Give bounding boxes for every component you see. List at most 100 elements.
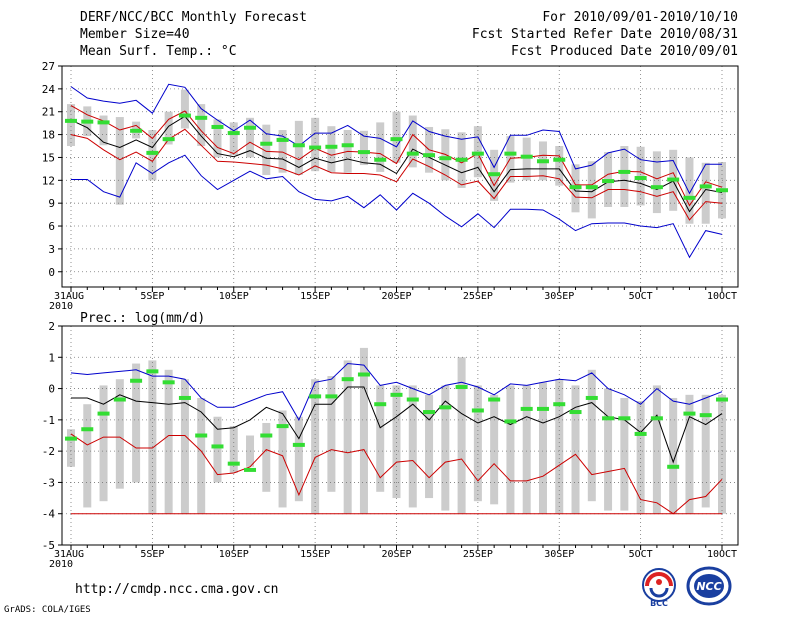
plot-frame: [61, 325, 739, 546]
observation-mark: [716, 188, 728, 193]
observation-mark: [618, 416, 631, 421]
x-tick-label: 31AUG: [54, 549, 84, 560]
range-box: [473, 385, 482, 502]
range-box: [197, 397, 206, 514]
observation-mark: [455, 385, 468, 390]
range-box: [669, 397, 678, 514]
observation-mark: [618, 169, 631, 174]
x-tick-label: 30SEP: [544, 549, 574, 560]
observation-mark: [504, 419, 517, 424]
range-box: [652, 151, 661, 214]
observation-mark: [699, 184, 712, 189]
panel-title: Prec.: log(mm/d): [80, 311, 205, 326]
series-line-ensemble-max: [70, 83, 722, 195]
observation-mark: [602, 416, 615, 421]
observation-mark: [146, 369, 159, 374]
range-box: [620, 146, 629, 207]
observation-mark: [716, 397, 728, 402]
range-box: [587, 369, 596, 502]
grads-credit: GrADS: COLA/IGES: [4, 605, 91, 615]
x-tick-label: 25SEP: [463, 291, 493, 302]
range-box: [180, 379, 189, 514]
range-box: [278, 130, 287, 173]
x-tick-label: 5OCT: [629, 291, 653, 302]
observation-mark: [244, 125, 257, 130]
range-box: [522, 385, 531, 514]
observation-mark: [488, 172, 501, 177]
observation-mark: [536, 406, 549, 411]
observation-mark: [390, 137, 403, 142]
observation-mark: [341, 377, 354, 382]
observation-mark: [439, 405, 452, 410]
observation-mark: [276, 424, 289, 429]
observation-mark: [406, 397, 419, 402]
observation-mark: [585, 185, 598, 190]
range-box: [343, 360, 352, 514]
header-left: DERF/NCC/BCC Monthly Forecast Member Size…: [80, 9, 307, 60]
y-tick-label: -4: [42, 508, 56, 521]
observation-mark: [260, 433, 273, 438]
observation-mark: [488, 397, 501, 402]
range-box: [180, 89, 189, 129]
observation-mark: [569, 185, 582, 190]
footer-url[interactable]: http://cmdp.ncc.cma.gov.cn: [75, 582, 279, 597]
range-box: [99, 115, 108, 146]
observation-mark: [211, 444, 224, 449]
observation-mark: [325, 144, 338, 149]
range-box: [392, 385, 401, 499]
observation-mark: [504, 151, 517, 156]
range-box: [587, 161, 596, 219]
y-tick-label: 6: [48, 220, 55, 233]
y-tick-label: 21: [42, 106, 55, 119]
observation-mark: [374, 402, 387, 407]
x-tick-label: 31AUG: [54, 291, 84, 302]
range-box: [164, 111, 173, 145]
observation-mark: [309, 394, 322, 399]
range-box: [262, 124, 271, 175]
observation-mark: [667, 464, 680, 469]
x-tick-label: 5SEP: [140, 549, 164, 560]
ncc-logo-icon: NCC: [686, 566, 732, 606]
range-box: [327, 126, 336, 172]
observation-mark: [699, 413, 712, 418]
range-box: [213, 119, 222, 158]
observation-mark: [455, 157, 468, 162]
observation-mark: [325, 394, 338, 399]
header-variable: Mean Surf. Temp.: °C: [80, 44, 237, 59]
series-line-ensemble-max: [70, 362, 723, 422]
observation-mark: [471, 151, 484, 156]
range-box: [148, 130, 157, 181]
y-tick-label: 24: [42, 83, 56, 96]
observation-mark: [211, 124, 224, 129]
range-box: [604, 388, 613, 511]
header-period: For 2010/09/01-2010/10/10: [542, 10, 738, 25]
range-box: [229, 426, 238, 474]
observation-mark: [406, 151, 419, 156]
observation-mark: [162, 380, 175, 385]
observation-mark: [602, 179, 615, 184]
observation-mark: [292, 442, 305, 447]
x-tick-label: 5SEP: [140, 291, 164, 302]
observation-mark: [178, 113, 191, 118]
observation-mark: [683, 195, 696, 200]
observation-mark: [227, 131, 240, 136]
range-box: [246, 117, 255, 158]
header-right: For 2010/09/01-2010/10/10 Fcst Started Re…: [472, 9, 738, 60]
bcc-logo-icon: BCC: [642, 568, 676, 608]
range-box: [620, 397, 629, 511]
observation-mark: [81, 119, 94, 124]
observation-mark: [520, 406, 533, 411]
observation-mark: [292, 143, 305, 148]
range-box: [67, 104, 75, 147]
observation-mark: [439, 156, 452, 161]
chart-panel-1: 0 3 6 9 12 15 18 21 24 27 31AUG 5SEP 10SEP 15SEP 20SEP…: [42, 60, 739, 312]
range-box: [571, 385, 580, 514]
range-box: [67, 429, 75, 467]
y-tick-label: -1: [42, 414, 55, 427]
range-box: [376, 385, 385, 492]
x-tick-label: 10SEP: [219, 549, 249, 560]
observation-mark: [683, 411, 696, 416]
range-box: [701, 394, 710, 508]
chart-panel-2: -5 -4 -3 -2 -1 0 1 2 31AUG 5SEP 10SEP 15SEP 20SEP 25S…: [42, 311, 739, 570]
y-tick-label: 3: [48, 243, 55, 256]
